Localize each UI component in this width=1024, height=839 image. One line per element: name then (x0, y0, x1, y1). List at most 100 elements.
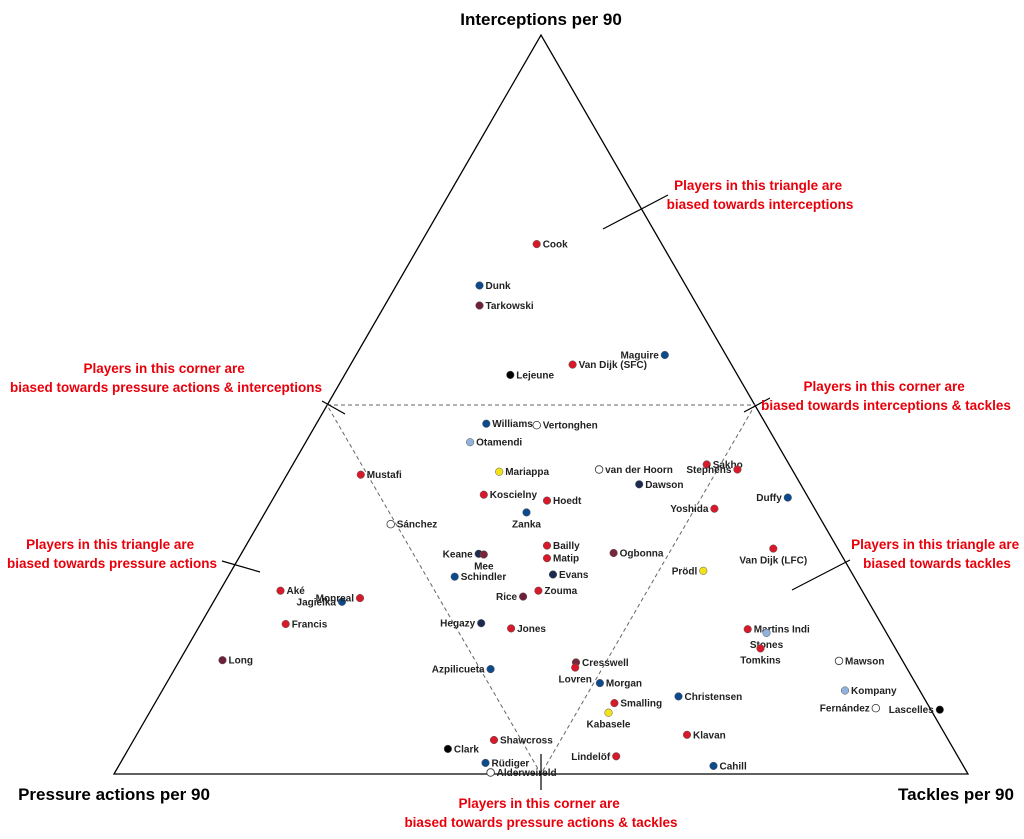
player-point (699, 566, 708, 575)
player-label: Keane (443, 549, 473, 560)
player-point (710, 504, 719, 513)
player-point (386, 520, 395, 529)
player-label: Tomkins (740, 655, 781, 666)
player-label: Koscielny (490, 490, 538, 501)
player-label: Francis (292, 620, 328, 631)
player-point (479, 490, 488, 499)
player-point (935, 705, 944, 714)
player-point (477, 619, 486, 628)
player-label: Morgan (606, 679, 642, 690)
player-point (682, 730, 692, 739)
player-label: Zanka (512, 519, 541, 530)
player-point (519, 592, 528, 601)
player-label: Jones (517, 624, 546, 635)
player-label: Duffy (756, 493, 782, 504)
player-label: Cahill (720, 761, 747, 772)
player-point (337, 597, 347, 606)
player-point (871, 704, 880, 713)
pointer-right-triangle (791, 559, 851, 591)
player-label: Mariappa (505, 467, 549, 478)
player-label: Van Dijk (SFC) (579, 360, 647, 371)
player-point (355, 594, 365, 603)
player-label: Evans (559, 570, 589, 581)
inner-dashed-triangle (326, 404, 756, 775)
player-point (522, 508, 531, 517)
player-point (281, 619, 290, 629)
player-point (840, 686, 850, 695)
player-label: Lejeune (516, 370, 554, 381)
player-label: Rice (496, 592, 518, 603)
player-point (674, 692, 683, 701)
player-label: Lascelles (889, 705, 934, 716)
player-point (548, 570, 558, 579)
player-point (506, 370, 515, 379)
player-point (609, 548, 618, 558)
player-label: Schindler (461, 572, 507, 583)
player-label: Monreal (316, 594, 355, 605)
player-point (276, 586, 285, 595)
player-label: Stephens (686, 465, 731, 476)
player-label: Christensen (685, 692, 743, 703)
player-point (356, 470, 365, 479)
axis-label-left: Pressure actions per 90 (18, 785, 210, 804)
note-corner-pressure-tackles: Players in this corner are biased toward… (404, 796, 677, 830)
player-point (486, 768, 495, 777)
player-label: Mee (474, 562, 494, 573)
player-point (475, 281, 484, 290)
player-label: Fernández (820, 704, 870, 715)
player-label: Lovren (559, 675, 592, 686)
pointer-corner-pi (321, 400, 346, 415)
player-point (783, 493, 792, 502)
player-point (475, 301, 484, 310)
player-label: Sakho (713, 460, 743, 471)
pointer-top-triangle (602, 194, 669, 230)
player-label: Cresswell (582, 658, 629, 669)
player-point (495, 467, 504, 476)
note-left-triangle: Players in this triangle are biased towa… (7, 537, 217, 571)
player-point (507, 624, 516, 633)
player-point (568, 360, 577, 369)
player-point (466, 438, 475, 447)
player-label: Kompany (851, 686, 897, 697)
player-label: Smalling (620, 699, 662, 710)
player-label: van der Hoorn (605, 465, 673, 476)
player-label: Cook (543, 240, 568, 251)
player-point (604, 708, 613, 717)
player-label: Yoshida (670, 504, 709, 515)
player-point (733, 465, 742, 474)
player-label: Long (229, 656, 253, 667)
player-point (542, 541, 552, 550)
player-point (635, 480, 644, 489)
player-point (612, 752, 621, 761)
note-top-triangle: Players in this triangle are biased towa… (667, 178, 854, 212)
player-label: Prödl (672, 566, 698, 577)
player-label: Hegazy (440, 619, 475, 630)
player-label: Bailly (553, 541, 580, 552)
player-label: Otamendi (476, 438, 522, 449)
player-label: Martins Indi (754, 625, 810, 636)
player-point (443, 744, 452, 753)
player-point (571, 663, 580, 672)
player-point (610, 699, 619, 708)
player-label: Williams (492, 419, 533, 430)
player-label: Maguire (620, 351, 659, 362)
note-corner-interceptions-tackles: Players in this corner are biased toward… (761, 379, 1011, 413)
player-label: Van Dijk (LFC) (739, 556, 807, 567)
pointer-left-triangle (221, 560, 261, 573)
player-label: Kabasele (587, 720, 631, 731)
player-label: Vertonghen (543, 421, 598, 432)
player-label: Rüdiger (492, 758, 530, 769)
player-point (762, 628, 771, 637)
player-point (769, 544, 778, 553)
player-label: Mustafi (367, 470, 402, 481)
axis-label-top: Interceptions per 90 (460, 10, 622, 29)
player-label: Hoedt (553, 496, 582, 507)
player-label: Ogbonna (620, 549, 664, 560)
player-label: Sánchez (397, 520, 438, 531)
player-label: Lindelöf (571, 752, 611, 763)
player-point (481, 758, 490, 767)
player-label: Zouma (544, 586, 577, 597)
player-label: Mawson (845, 656, 884, 667)
